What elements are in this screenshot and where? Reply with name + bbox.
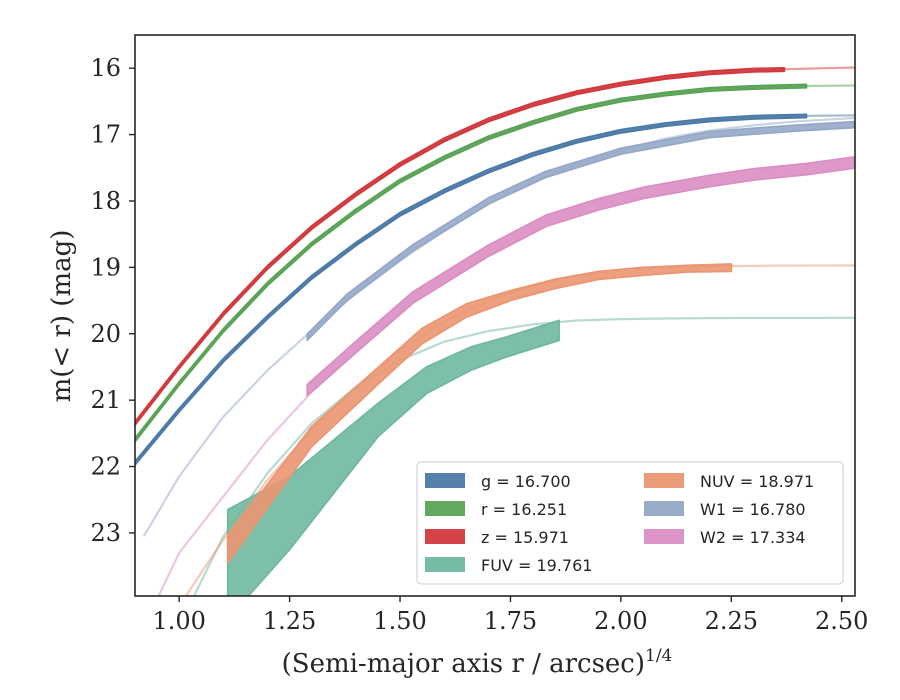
y-tick-label: 16	[90, 54, 121, 82]
series-NUV	[184, 263, 855, 596]
model-curve-r	[135, 84, 855, 441]
series-z	[135, 66, 855, 426]
legend: g = 16.700 r = 16.251 z = 15.971 FUV = 19.7…	[416, 461, 844, 585]
legend-label-g: g = 16.700	[481, 472, 571, 491]
data-band-g	[135, 113, 808, 466]
series-W2	[157, 155, 855, 596]
x-tick-label: 1.00	[152, 607, 205, 635]
plot-frame	[134, 34, 856, 597]
y-tick-label: 19	[90, 253, 121, 281]
x-axis-label: (Semi-major axis r / arcsec)1/4	[282, 646, 673, 679]
legend-swatch-W2	[644, 529, 684, 544]
legend-label-FUV: FUV = 19.761	[481, 556, 592, 575]
x-tick-label: 2.50	[815, 607, 868, 635]
data-band-r	[135, 83, 808, 443]
legend-label-W2: W2 = 17.334	[700, 528, 806, 547]
x-axis-label-text: (Semi-major axis r / arcsec)	[282, 649, 645, 679]
y-tick-label: 22	[90, 453, 121, 481]
series-r	[135, 83, 855, 443]
legend-swatch-W1	[644, 501, 684, 516]
series-W1	[142, 116, 855, 537]
series-g	[135, 113, 855, 466]
y-tick-label: 17	[90, 121, 121, 149]
data-band-W2	[306, 155, 855, 397]
legend-label-z: z = 15.971	[481, 528, 569, 547]
series-layer	[135, 66, 855, 596]
y-axis-ticks: 16 17 18 19 20 21 22 23	[90, 54, 135, 547]
legend-swatch-z	[425, 529, 465, 544]
x-tick-label: 1.25	[263, 607, 316, 635]
x-tick-label: 1.50	[373, 607, 426, 635]
data-band-z	[135, 66, 786, 426]
data-band-NUV	[226, 263, 733, 564]
x-axis-label-exponent: 1/4	[645, 646, 672, 666]
legend-label-r: r = 16.251	[481, 500, 567, 519]
legend-swatch-NUV	[644, 473, 684, 488]
x-tick-label: 2.00	[594, 607, 647, 635]
y-tick-label: 21	[90, 386, 121, 414]
y-axis-label: m(< r) (mag)	[47, 230, 77, 403]
legend-swatch-FUV	[425, 557, 465, 572]
legend-label-NUV: NUV = 18.971	[700, 472, 814, 491]
y-tick-label: 20	[90, 320, 121, 348]
legend-label-W1: W1 = 16.780	[700, 500, 806, 519]
x-tick-label: 1.75	[484, 607, 537, 635]
legend-box	[416, 461, 844, 585]
legend-swatch-r	[425, 501, 465, 516]
x-tick-label: 2.25	[705, 607, 758, 635]
data-band-FUV	[226, 319, 560, 596]
model-curve-W2	[157, 396, 309, 596]
model-curve-FUV	[192, 316, 855, 596]
series-FUV	[192, 316, 855, 596]
y-tick-label: 18	[90, 187, 121, 215]
data-band-W1	[306, 120, 855, 341]
legend-swatch-g	[425, 473, 465, 488]
y-tick-label: 23	[90, 519, 121, 547]
x-axis-ticks: 1.00 1.25 1.50 1.75 2.00 2.25 2.50	[152, 596, 868, 635]
